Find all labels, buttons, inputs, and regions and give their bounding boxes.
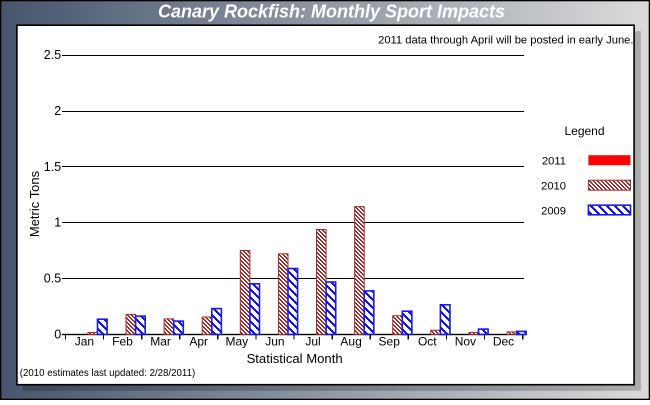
svg-text:Feb: Feb <box>112 334 133 348</box>
svg-text:May: May <box>225 334 248 348</box>
svg-text:Canary Rockfish: Monthly Sport: Canary Rockfish: Monthly Sport Impacts <box>158 2 505 22</box>
svg-text:Jun: Jun <box>265 334 284 348</box>
svg-text:0.5: 0.5 <box>44 271 61 285</box>
svg-text:2011 data through April will b: 2011 data through April will be posted i… <box>378 35 633 47</box>
svg-text:Legend: Legend <box>564 124 604 138</box>
svg-text:Statistical Month: Statistical Month <box>247 351 343 366</box>
svg-text:Apr: Apr <box>189 334 208 348</box>
svg-text:Metric Tons: Metric Tons <box>27 170 42 237</box>
svg-text:2011: 2011 <box>542 156 566 168</box>
svg-text:2009: 2009 <box>541 206 566 218</box>
svg-text:Oct: Oct <box>418 334 437 348</box>
svg-text:Mar: Mar <box>150 334 171 348</box>
svg-text:1: 1 <box>54 216 61 230</box>
svg-text:Jan: Jan <box>75 334 94 348</box>
svg-text:1.5: 1.5 <box>44 160 61 174</box>
svg-text:Sep: Sep <box>379 334 401 348</box>
svg-text:2: 2 <box>54 104 61 118</box>
svg-text:2.5: 2.5 <box>44 48 61 62</box>
svg-text:Jul: Jul <box>305 334 320 348</box>
svg-text:0: 0 <box>54 327 61 341</box>
svg-text:2010: 2010 <box>541 181 566 193</box>
svg-text:Aug: Aug <box>340 334 361 348</box>
svg-text:Dec: Dec <box>493 334 514 348</box>
svg-text:Nov: Nov <box>455 334 476 348</box>
svg-text:(2010 estimates last updated:: (2010 estimates last updated: 2/28/2011) <box>20 368 195 379</box>
